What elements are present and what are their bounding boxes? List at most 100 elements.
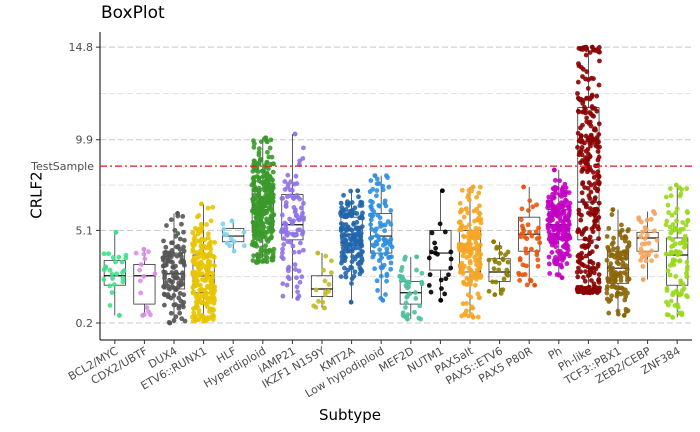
data-point <box>358 214 364 220</box>
data-point <box>338 213 344 218</box>
data-point <box>552 177 558 183</box>
data-point <box>107 283 113 289</box>
data-point <box>328 270 334 276</box>
data-point <box>477 256 483 261</box>
data-point <box>556 228 562 234</box>
data-point <box>588 123 594 129</box>
data-point <box>290 243 296 249</box>
data-point <box>614 260 620 265</box>
data-point <box>351 236 356 242</box>
data-point <box>648 216 654 222</box>
data-point <box>179 221 184 227</box>
data-point <box>463 225 469 230</box>
data-point <box>181 244 186 250</box>
data-point <box>446 272 451 278</box>
data-point <box>172 227 178 233</box>
data-point <box>414 267 419 273</box>
data-point <box>646 240 652 246</box>
data-point <box>578 125 583 131</box>
data-point <box>388 208 394 213</box>
data-point <box>587 259 593 265</box>
data-point <box>322 278 328 284</box>
data-point <box>280 293 286 299</box>
data-point <box>355 232 361 237</box>
data-point <box>299 231 305 237</box>
data-point <box>501 276 507 282</box>
data-point <box>608 266 614 272</box>
data-point <box>171 318 177 323</box>
data-point <box>476 190 482 196</box>
data-point <box>321 305 327 311</box>
data-point <box>592 181 598 187</box>
data-point <box>619 235 625 241</box>
data-point <box>552 187 558 193</box>
data-point <box>381 262 387 268</box>
data-point <box>498 287 504 293</box>
data-point <box>368 198 373 204</box>
data-point <box>370 249 376 255</box>
data-point <box>564 261 570 266</box>
data-point <box>161 302 167 308</box>
data-point <box>254 260 259 265</box>
data-point <box>623 255 628 261</box>
data-point <box>180 272 186 278</box>
data-point <box>279 254 285 260</box>
data-point <box>685 217 691 223</box>
data-point <box>583 269 588 274</box>
data-point <box>557 210 563 216</box>
data-point <box>553 209 558 215</box>
data-point <box>597 58 602 64</box>
data-point <box>442 291 448 297</box>
data-point <box>161 284 166 289</box>
data-point <box>205 235 211 241</box>
data-point <box>241 243 247 249</box>
data-point <box>368 236 373 241</box>
data-point <box>270 169 276 175</box>
data-point <box>375 212 381 218</box>
data-point <box>315 250 321 256</box>
data-point <box>176 295 182 301</box>
data-point <box>587 50 593 55</box>
data-point <box>296 216 302 222</box>
data-point <box>313 304 319 310</box>
data-point <box>626 243 632 248</box>
data-point <box>265 250 271 256</box>
data-point <box>575 288 581 294</box>
data-point <box>178 251 183 257</box>
data-point <box>181 292 187 298</box>
data-point <box>165 258 171 264</box>
data-point <box>199 201 204 207</box>
data-point <box>680 220 686 225</box>
data-point <box>101 277 107 282</box>
data-point <box>413 296 419 301</box>
data-point <box>292 266 298 272</box>
data-point <box>110 255 116 260</box>
data-point <box>405 285 410 291</box>
data-point <box>295 289 300 295</box>
data-point <box>466 192 471 198</box>
data-point <box>458 264 463 270</box>
data-point <box>268 137 274 143</box>
data-point <box>623 309 629 314</box>
data-point <box>668 298 674 304</box>
data-point <box>432 240 437 246</box>
data-point <box>443 276 449 282</box>
data-point <box>142 256 148 262</box>
data-point <box>596 279 602 285</box>
data-point <box>287 216 293 222</box>
y-tick-label: 0.2 <box>76 317 94 330</box>
data-point <box>461 214 467 220</box>
data-point <box>369 226 375 232</box>
data-point <box>417 303 423 309</box>
data-point <box>340 225 346 231</box>
data-point <box>163 280 169 286</box>
data-point <box>349 281 354 286</box>
data-point <box>667 224 673 230</box>
data-point <box>682 236 688 242</box>
data-point <box>471 208 477 214</box>
data-point <box>588 278 594 283</box>
data-point <box>207 283 213 289</box>
data-point <box>596 132 602 137</box>
data-point <box>299 274 305 280</box>
data-point <box>181 260 187 266</box>
